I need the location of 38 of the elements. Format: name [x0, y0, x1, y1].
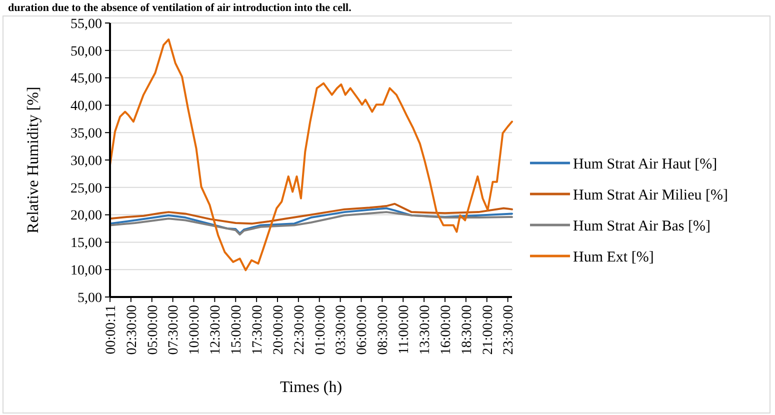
y-tick-label: 20,00	[70, 208, 102, 224]
x-tick-label: 23:30:00	[502, 305, 517, 355]
x-tick-label: 20:00:00	[271, 305, 286, 355]
x-tick-label: 12:30:00	[208, 305, 224, 355]
y-tick-label: 5,00	[78, 290, 102, 306]
y-tick-label: 40,00	[70, 99, 102, 114]
x-tick-label: 17:30:00	[250, 305, 266, 355]
text: duration due to the absence of ventilation of air introduction into the cell.	[8, 2, 352, 14]
x-tick-label: 03:30:00	[334, 305, 350, 355]
legend-label: Hum Strat Air Haut [%]	[573, 156, 718, 172]
x-tick-label: 02:30:00	[124, 305, 140, 355]
x-tick-label: 15:00:00	[230, 305, 245, 355]
y-tick-label: 55,00	[70, 16, 102, 32]
x-tick-label: 13:30:00	[418, 305, 433, 355]
x-tick-label: 18:30:00	[460, 305, 475, 355]
x-axis-title: Times (h)	[280, 379, 342, 396]
x-tick-label: 10:00:00	[188, 305, 203, 355]
x-tick-label: 16:00:00	[438, 305, 454, 355]
x-tick-label: 22:30:00	[292, 305, 308, 355]
x-tick-label: 00:00:11	[104, 305, 119, 354]
x-tick-label: 05:00:00	[146, 305, 161, 355]
x-tick-label: 07:30:00	[166, 305, 182, 355]
y-tick-label: 15,00	[70, 236, 102, 252]
y-tick-label: 10,00	[70, 264, 102, 278]
y-tick-label: 30,00	[70, 154, 102, 169]
x-tick-label: 11:00:00	[397, 305, 412, 354]
legend-label: Hum Strat Air Milieu [%]	[573, 187, 728, 204]
y-tick-label: 35,00	[70, 126, 102, 142]
x-tick-label: 08:30:00	[376, 305, 392, 355]
legend-label: Hum Strat Air Bas [%]	[573, 218, 710, 234]
y-tick-label: 45,00	[70, 72, 102, 87]
x-tick-label: 06:00:00	[355, 305, 370, 355]
legend-label: Hum Ext [%]	[573, 249, 654, 266]
y-axis-title: Relative Humidity [%]	[25, 86, 42, 234]
y-tick-label: 50,00	[70, 44, 102, 60]
x-tick-label: 01:00:00	[313, 305, 328, 355]
y-tick-label: 25,00	[70, 181, 102, 196]
x-tick-label: 21:00:00	[480, 305, 496, 355]
